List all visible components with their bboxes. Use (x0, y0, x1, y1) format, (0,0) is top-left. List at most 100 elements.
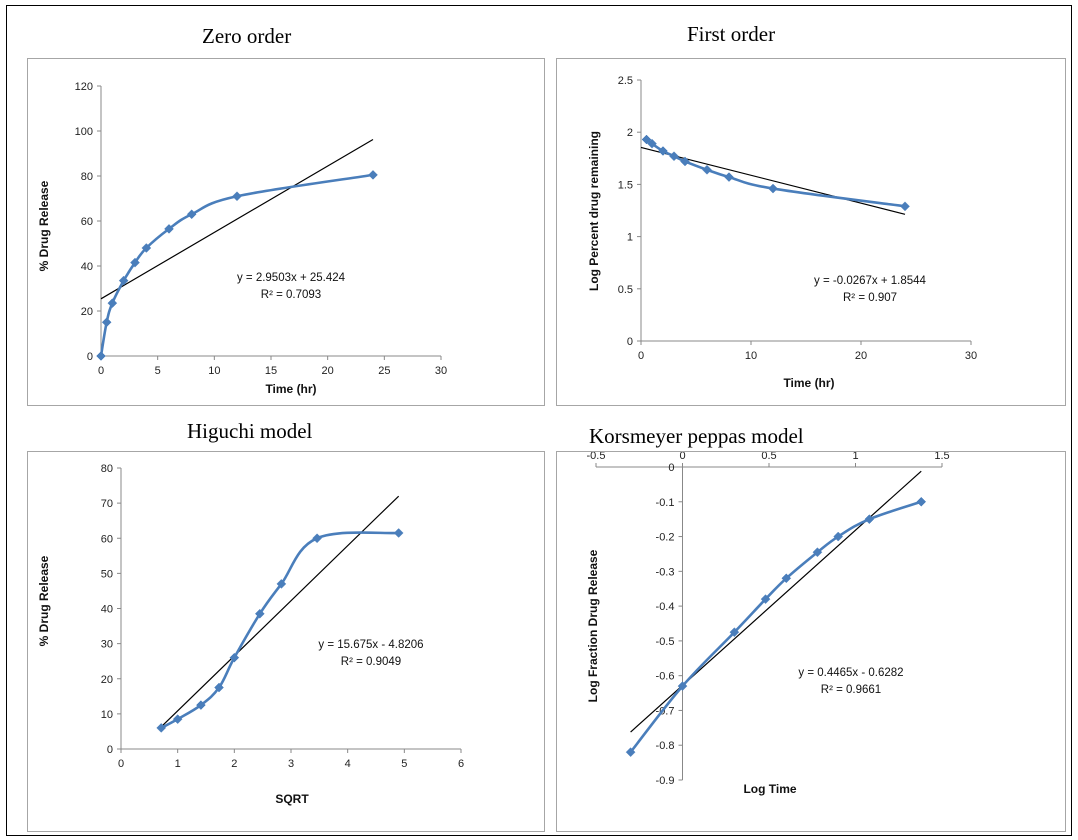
x-tick-label: 4 (345, 758, 351, 770)
x-tick-label: 1 (175, 758, 181, 770)
y-axis-title: % Drug Release (37, 180, 51, 271)
data-point (658, 146, 668, 156)
x-tick-label: 15 (265, 365, 277, 377)
y-tick-label: 30 (101, 639, 113, 651)
y-tick-label: 0 (107, 744, 113, 756)
y-tick-label: 2.5 (618, 75, 633, 87)
y-tick-label: 40 (81, 261, 93, 273)
trendline-equation: y = -0.0267x + 1.8544 (814, 275, 926, 287)
data-point (677, 681, 688, 691)
series-line (645, 138, 906, 208)
x-tick-label: 0 (638, 350, 644, 362)
y-tick-label: -0.9 (656, 775, 675, 787)
trendline-equation: y = 0.4465x - 0.6282 (798, 667, 903, 679)
data-point (900, 201, 910, 212)
data-point (118, 275, 129, 286)
chart-panel-higuchi: 0 10 20 30 40 50 60 70 80 0 1 2 3 4 5 6 SQRT % Drug Relea… (27, 451, 545, 832)
chart-title-zero-order: Zero order (202, 24, 292, 48)
y-tick-label: 0.5 (618, 284, 633, 296)
chart-svg-korsmeyer-peppas: -0.9-0.8-0.7-0.6-0.5-0.4-0.3-0.2-0.10-0.… (586, 450, 950, 796)
x-axis-title: Log Time (743, 782, 796, 796)
y-tick-label: 60 (101, 533, 113, 545)
x-tick-label: 0 (118, 758, 124, 770)
y-tick-label: 70 (101, 498, 113, 510)
x-axis-title: Time (hr) (265, 382, 316, 396)
y-tick-label: -0.3 (656, 566, 675, 578)
r-squared-label: R² = 0.9661 (821, 684, 881, 696)
data-point (229, 652, 240, 663)
series-line (160, 531, 399, 730)
chart-panel-first-order: 0 0.5 1 1.5 2 2.5 0 10 20 30 Time (hr) Log Percent … (556, 58, 1066, 406)
x-tick-label: 20 (855, 350, 867, 362)
chart-svg-higuchi: 0 10 20 30 40 50 60 70 80 0 1 2 3 4 5 6 SQRT % Drug Relea… (37, 463, 464, 806)
y-tick-label: 120 (75, 81, 93, 93)
x-tick-label: 3 (288, 758, 294, 770)
data-point (724, 172, 734, 182)
data-point (164, 224, 174, 234)
y-tick-label: -0.1 (656, 497, 675, 509)
chart-title-korsmeyer-peppas: Korsmeyer peppas model (589, 424, 804, 448)
data-point (101, 317, 112, 328)
x-tick-label: 1 (852, 452, 858, 462)
trendline (160, 495, 400, 728)
y-tick-label: 80 (101, 463, 113, 475)
data-point (156, 723, 167, 733)
data-point (196, 700, 206, 710)
x-tick-label: 0 (679, 452, 685, 462)
data-point (96, 351, 106, 361)
x-tick-label: 1.5 (934, 452, 949, 462)
y-tick-label: -0.8 (656, 740, 675, 752)
x-tick-label: 25 (378, 365, 390, 377)
y-axis-title: Log Percent drug remaining (587, 131, 601, 291)
data-point (625, 747, 636, 758)
chart-svg-first-order: 0 0.5 1 1.5 2 2.5 0 10 20 30 Time (hr) Log Percent … (587, 75, 977, 390)
data-point (916, 496, 927, 507)
y-tick-label: -0.4 (656, 601, 675, 613)
y-tick-label: -0.6 (656, 671, 675, 683)
y-tick-label: 2 (627, 127, 633, 139)
y-tick-label: 0 (668, 462, 674, 474)
x-tick-label: 10 (208, 365, 220, 377)
x-tick-label: 5 (155, 365, 161, 377)
x-tick-label: 30 (965, 350, 977, 362)
y-tick-label: 1.5 (618, 179, 633, 191)
trendline-equation: y = 15.675x - 4.8206 (318, 639, 423, 651)
y-tick-label: -0.5 (656, 636, 675, 648)
chart-panel-korsmeyer-peppas: -0.9 -0.8 -0.7 -0.6 -0.5 -0.4 -0.3 -0.2 -0.1 0 -0.… (556, 450, 1066, 832)
x-axis-title: Time (hr) (783, 376, 834, 390)
x-tick-label: 30 (435, 365, 447, 377)
x-tick-label: 5 (401, 758, 407, 770)
data-point (254, 608, 265, 619)
data-point (186, 209, 197, 220)
figure-frame: Zero order First order Higuchi model Kor… (6, 5, 1072, 836)
x-tick-label: 0.5 (761, 452, 776, 462)
x-tick-label: -0.5 (587, 452, 606, 462)
y-tick-label: 80 (81, 171, 93, 183)
y-tick-label: 50 (101, 568, 113, 580)
data-point (729, 627, 740, 638)
data-point (107, 298, 118, 308)
y-tick-label: 0 (627, 336, 633, 348)
data-point (641, 134, 652, 145)
data-point (141, 243, 152, 253)
x-tick-label: 10 (745, 350, 757, 362)
y-tick-label: 1 (627, 232, 633, 244)
chart-title-higuchi: Higuchi model (187, 419, 313, 443)
data-point (702, 164, 712, 175)
y-axis-title: % Drug Release (37, 555, 51, 646)
r-squared-label: R² = 0.9049 (341, 656, 401, 668)
chart-panel-zero-order: 0 20 40 60 80 100 120 0 5 10 15 20 25 30 Time (hr) % Dr… (27, 58, 545, 406)
y-tick-label: 10 (101, 709, 113, 721)
data-point (864, 514, 875, 525)
data-point (669, 151, 679, 162)
x-tick-label: 6 (458, 758, 464, 770)
y-tick-label: 0 (87, 351, 93, 363)
data-point (214, 682, 224, 693)
data-point (172, 714, 183, 724)
data-point (833, 531, 844, 542)
data-point (393, 528, 404, 538)
x-tick-label: 2 (231, 758, 237, 770)
y-tick-label: -0.2 (656, 532, 675, 544)
x-tick-label: 20 (322, 365, 334, 377)
data-point (368, 170, 378, 180)
